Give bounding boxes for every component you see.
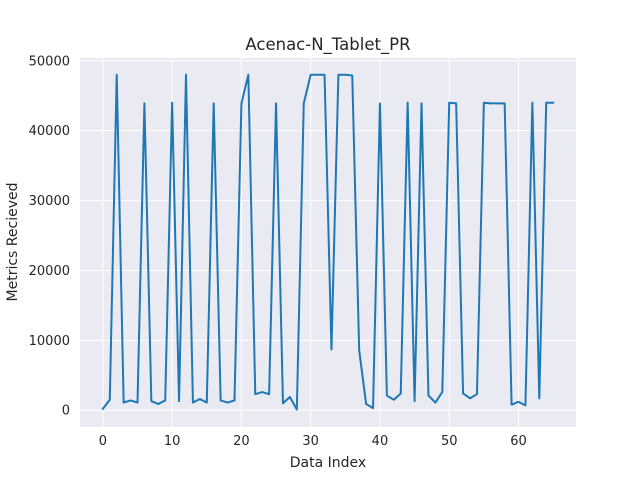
y-tick-label: 0: [62, 404, 70, 419]
data-point: [199, 398, 201, 400]
data-point: [538, 397, 541, 400]
data-point: [268, 393, 270, 395]
data-point: [393, 398, 395, 401]
data-point: [157, 403, 160, 405]
data-point: [496, 102, 499, 105]
data-point: [108, 398, 111, 401]
data-point: [254, 393, 257, 395]
data-point: [185, 73, 187, 76]
data-point: [226, 401, 229, 404]
data-point: [150, 400, 153, 402]
data-point: [510, 403, 513, 406]
y-tick-label: 30000: [29, 194, 70, 209]
data-point: [462, 392, 464, 395]
data-point: [386, 394, 388, 397]
data-point: [420, 102, 423, 105]
x-tick-labels: 0 10 20 30 40 50 60: [99, 434, 527, 449]
data-point: [503, 102, 506, 105]
data-point: [351, 74, 354, 77]
x-tick-label: 10: [164, 434, 181, 449]
data-point: [240, 102, 243, 105]
data-point: [219, 399, 222, 402]
data-point: [171, 101, 173, 104]
series-group: [101, 73, 555, 411]
x-tick-label: 50: [441, 434, 458, 449]
data-point: [212, 102, 215, 105]
data-point: [413, 400, 416, 402]
data-point: [531, 101, 534, 104]
data-point: [434, 401, 437, 404]
data-point: [517, 401, 520, 403]
data-point: [524, 404, 527, 407]
data-point: [143, 102, 146, 105]
data-point: [399, 392, 402, 395]
data-point: [337, 73, 340, 76]
data-point: [406, 101, 409, 104]
data-point: [309, 73, 312, 76]
data-point: [102, 408, 104, 410]
data-point: [316, 73, 319, 76]
data-point: [545, 101, 548, 104]
data-point: [289, 396, 291, 398]
data-point: [344, 73, 347, 76]
x-tick-label: 0: [99, 434, 107, 449]
x-tick-label: 20: [233, 434, 250, 449]
data-point: [136, 401, 139, 404]
data-point: [372, 407, 374, 409]
data-point: [455, 102, 457, 105]
y-tick-label: 50000: [29, 54, 70, 69]
data-point: [448, 101, 451, 104]
chart-title: Acenac-N_Tablet_PR: [245, 35, 410, 55]
data-point: [192, 401, 194, 404]
data-point: [261, 391, 263, 393]
data-point: [115, 73, 118, 76]
data-point: [476, 393, 478, 395]
data-point: [330, 348, 333, 351]
data-point: [233, 399, 236, 402]
data-point: [483, 101, 485, 104]
x-tick-label: 60: [510, 434, 527, 449]
y-axis-label: Metrics Recieved: [5, 183, 21, 302]
data-point: [122, 401, 125, 404]
x-tick-label: 40: [372, 434, 389, 449]
data-point: [323, 73, 326, 76]
data-point: [302, 102, 305, 105]
y-tick-label: 40000: [29, 124, 70, 139]
data-point: [275, 102, 277, 105]
data-point: [358, 349, 360, 351]
data-point: [164, 399, 167, 402]
x-tick-label: 30: [302, 434, 319, 449]
data-point: [296, 408, 298, 411]
data-point: [205, 401, 208, 404]
data-point: [427, 394, 430, 397]
data-point: [282, 402, 284, 405]
data-point: [379, 102, 381, 105]
data-point: [247, 73, 250, 76]
data-point: [178, 400, 180, 402]
data-point: [129, 399, 132, 402]
y-tick-labels: 0 10000 20000 30000 40000 50000: [29, 54, 70, 418]
data-point: [441, 391, 444, 393]
data-point: [489, 102, 492, 105]
y-tick-label: 20000: [29, 264, 70, 279]
x-axis-label: Data Index: [290, 455, 366, 471]
y-tick-label: 10000: [29, 334, 70, 349]
data-point: [552, 101, 554, 104]
series-line: [101, 73, 555, 411]
data-point: [469, 397, 471, 400]
data-point: [365, 403, 367, 405]
